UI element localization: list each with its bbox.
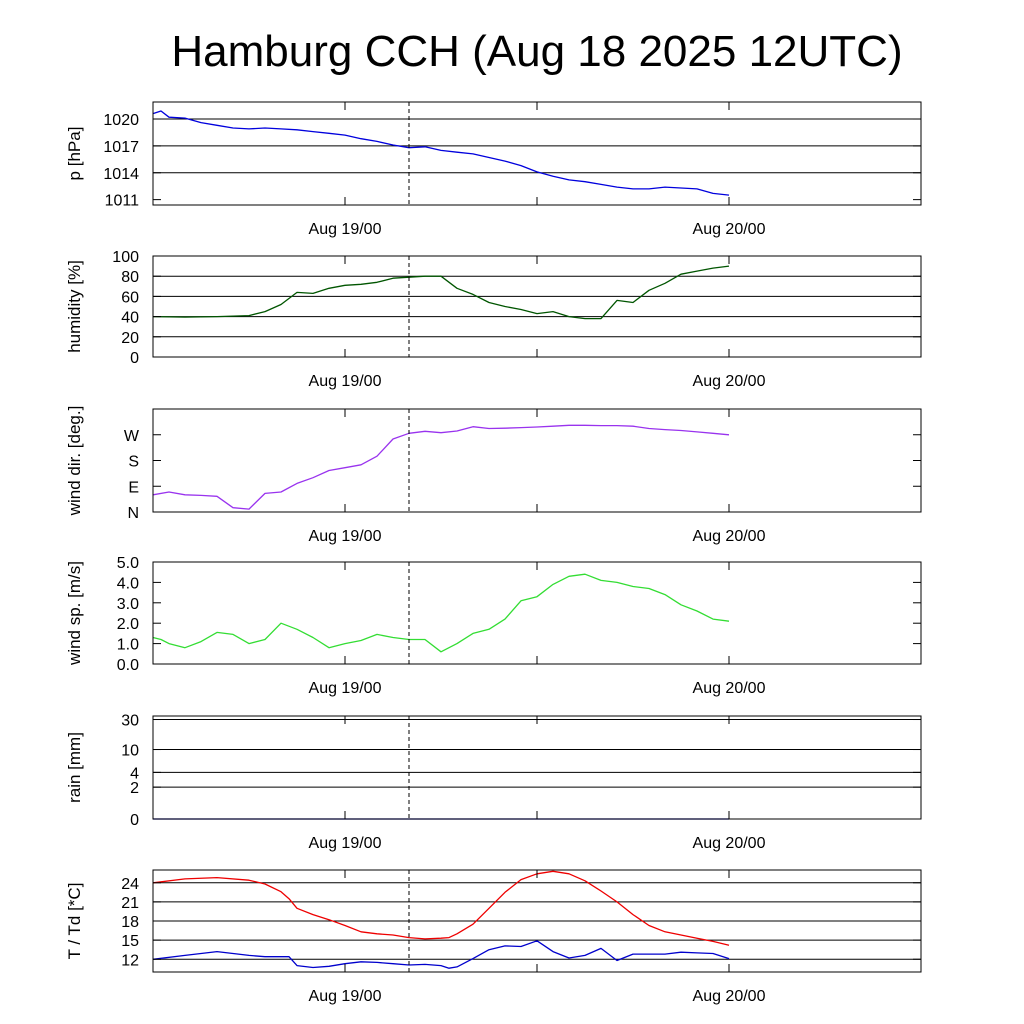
y-tick-label: 12 — [121, 952, 139, 969]
x-tick-label: Aug 19/00 — [309, 988, 382, 1005]
panel-frame — [152, 715, 922, 820]
panel-6: 12 15 18 21 24 Aug 19/00 Aug 20/00 T / Td [*C] — [65, 869, 922, 1005]
panel-4: 0.0 1.0 2.0 3.0 4.0 5.0 Aug 19/00 Aug 20/00 wind… — [65, 555, 922, 697]
x-tick-label: Aug 19/00 — [309, 221, 382, 238]
x-tick-label: Aug 20/00 — [693, 528, 766, 545]
y-tick-label: 30 — [121, 713, 139, 730]
y-tick-label: S — [128, 454, 139, 471]
panel-1: 1011 1014 1017 1020 Aug 19/00 Aug 20/00 p [hPa… — [65, 101, 922, 238]
y-tick-label: 15 — [121, 933, 139, 950]
x-tick-label: Aug 20/00 — [693, 835, 766, 852]
y-tick-label: 20 — [121, 330, 139, 347]
y-tick-label: 21 — [121, 895, 139, 912]
x-tick-label: Aug 19/00 — [309, 835, 382, 852]
y-tick-label: 0 — [130, 812, 139, 829]
y-tick-label: 1014 — [103, 166, 139, 183]
panel-5: 0 24 10 30 Aug 19/00 Aug 20/00 rain [mm] — [65, 713, 922, 852]
y-tick-label: 4 — [130, 765, 139, 782]
panel-frame — [152, 408, 922, 513]
y-tick-label: 80 — [121, 269, 139, 286]
y-tick-label: 40 — [121, 310, 139, 327]
x-tick-label: Aug 20/00 — [693, 680, 766, 697]
series-line-1 — [152, 265, 730, 320]
y-axis-label: T / Td [*C] — [65, 883, 84, 960]
y-tick-label: 10 — [121, 743, 139, 760]
y-axis-label: wind dir. [deg.] — [65, 406, 84, 517]
y-tick-label: 2 — [130, 780, 139, 797]
panel-frame — [152, 255, 922, 358]
x-tick-label: Aug 20/00 — [693, 221, 766, 238]
y-axis-label: p [hPa] — [65, 127, 84, 181]
y-axis-label: wind sp. [m/s] — [65, 561, 84, 666]
series-line-1 — [152, 573, 730, 653]
y-axis-label: humidity [%] — [65, 260, 84, 353]
series-line-1 — [152, 110, 730, 196]
y-tick-label: 4.0 — [117, 575, 139, 592]
y-tick-label: 2.0 — [117, 616, 139, 633]
x-tick-label: Aug 19/00 — [309, 373, 382, 390]
y-tick-label: 0 — [130, 350, 139, 367]
panel-frame — [152, 561, 922, 665]
y-tick-label: 18 — [121, 914, 139, 931]
y-tick-label: E — [128, 479, 139, 496]
chart-title: Hamburg CCH (Aug 18 2025 12UTC) — [171, 27, 902, 76]
y-tick-label: 1020 — [103, 112, 139, 129]
y-tick-label: 0.0 — [117, 657, 139, 674]
y-tick-label: 24 — [121, 876, 139, 893]
y-tick-label: 1011 — [105, 193, 140, 210]
x-tick-label: Aug 20/00 — [693, 373, 766, 390]
y-tick-label: 5.0 — [117, 555, 139, 572]
panel-2: 0 20 40 60 80 100 Aug 19/00 Aug 20/00 humidity [… — [65, 249, 922, 390]
y-tick-label: W — [124, 428, 140, 445]
y-tick-label: N — [127, 505, 139, 522]
x-tick-label: Aug 19/00 — [309, 680, 382, 697]
x-tick-label: Aug 20/00 — [693, 988, 766, 1005]
x-tick-label: Aug 19/00 — [309, 528, 382, 545]
y-tick-label: 1.0 — [117, 637, 139, 654]
y-axis-label: rain [mm] — [65, 732, 84, 803]
series-line-1 — [152, 870, 730, 946]
series-line-2 — [152, 940, 730, 969]
series-line-1 — [152, 424, 730, 510]
y-tick-label: 1017 — [103, 139, 139, 156]
panel-frame — [152, 101, 922, 206]
y-tick-label: 100 — [112, 249, 139, 266]
y-tick-label: 60 — [121, 289, 139, 306]
y-tick-label: 3.0 — [117, 596, 139, 613]
